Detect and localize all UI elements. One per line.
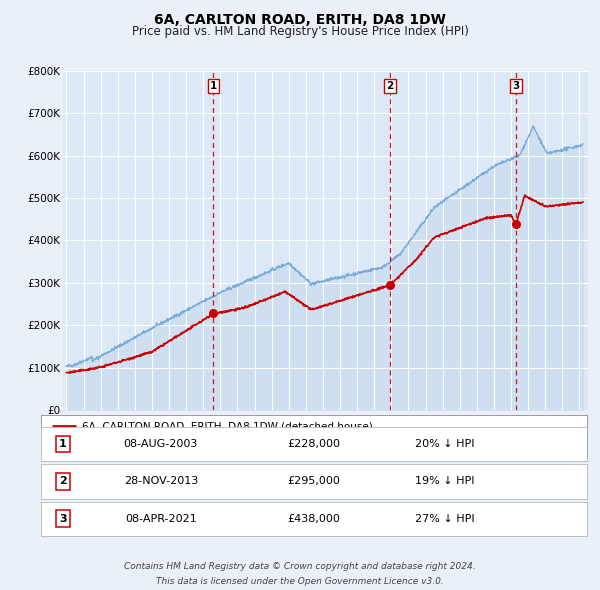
Text: 28-NOV-2013: 28-NOV-2013 [124,477,198,486]
Text: 08-AUG-2003: 08-AUG-2003 [124,440,198,449]
Text: 6A, CARLTON ROAD, ERITH, DA8 1DW (detached house): 6A, CARLTON ROAD, ERITH, DA8 1DW (detach… [82,421,373,431]
Text: 2: 2 [386,81,394,91]
Text: 3: 3 [59,514,67,523]
Text: Price paid vs. HM Land Registry's House Price Index (HPI): Price paid vs. HM Land Registry's House … [131,25,469,38]
Text: 1: 1 [59,440,67,449]
Text: 08-APR-2021: 08-APR-2021 [125,514,197,523]
Text: 6A, CARLTON ROAD, ERITH, DA8 1DW: 6A, CARLTON ROAD, ERITH, DA8 1DW [154,13,446,27]
Text: 27% ↓ HPI: 27% ↓ HPI [415,514,475,523]
Text: This data is licensed under the Open Government Licence v3.0.: This data is licensed under the Open Gov… [156,577,444,586]
Text: 20% ↓ HPI: 20% ↓ HPI [415,440,475,449]
Text: 1: 1 [210,81,217,91]
Text: Contains HM Land Registry data © Crown copyright and database right 2024.: Contains HM Land Registry data © Crown c… [124,562,476,571]
Text: 3: 3 [512,81,519,91]
Text: £228,000: £228,000 [287,440,340,449]
Text: HPI: Average price, detached house, Bexley: HPI: Average price, detached house, Bexl… [82,441,310,451]
Text: 19% ↓ HPI: 19% ↓ HPI [415,477,475,486]
Text: £438,000: £438,000 [287,514,340,523]
Text: 2: 2 [59,477,67,486]
Text: £295,000: £295,000 [287,477,340,486]
